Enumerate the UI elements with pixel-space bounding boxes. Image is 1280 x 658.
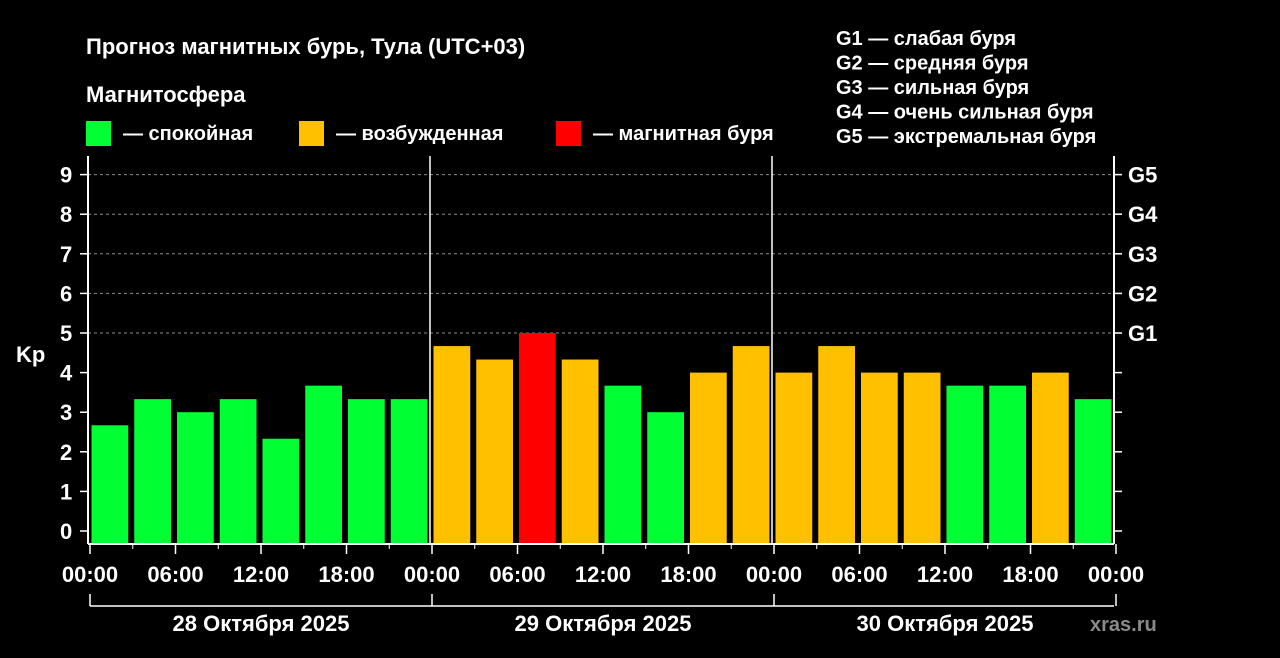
x-tick-label: 00:00 [746, 562, 802, 587]
y-tick-label: 3 [60, 400, 72, 425]
y-tick-label: 0 [60, 519, 72, 544]
x-tick-label: 00:00 [62, 562, 118, 587]
bars [91, 333, 1112, 544]
bar [818, 346, 855, 544]
g-legend-item: G2 — средняя буря [836, 53, 1029, 75]
day-labels: 28 Октября 2025 29 Октября 2025 30 Октября… [89, 594, 1117, 636]
bar [262, 438, 300, 544]
x-tick-label: 00:00 [404, 562, 460, 587]
legend-label-excited: — возбужденная [336, 123, 503, 145]
g-tick-label: G5 [1128, 163, 1157, 188]
legend-label-calm: — спокойная [123, 123, 253, 145]
y-tick-label: 6 [60, 281, 72, 306]
bar [690, 372, 727, 544]
bar [433, 346, 471, 544]
bar [91, 425, 129, 544]
bar [390, 399, 428, 544]
day-label: 30 Октября 2025 [857, 611, 1034, 636]
x-tick-label: 06:00 [831, 562, 887, 587]
legend-title: Магнитосфера [86, 82, 246, 107]
y-axis-label: Kp [16, 342, 45, 367]
bar [561, 359, 599, 544]
day-label: 28 Октября 2025 [173, 611, 350, 636]
g-tick-label: G1 [1128, 321, 1157, 346]
y-tick-label: 7 [60, 242, 72, 267]
y-axis-ticks: 0 1 2 3 4 5 6 7 8 9 [60, 163, 88, 544]
watermark: xras.ru [1090, 614, 1157, 636]
y-tick-label: 9 [60, 163, 72, 188]
g-tick-label: G4 [1128, 202, 1158, 227]
y-tick-label: 8 [60, 202, 72, 227]
bar [134, 399, 171, 544]
g-tick-label: G2 [1128, 281, 1157, 306]
bar [219, 399, 257, 544]
axes [87, 156, 1115, 545]
bar [519, 333, 556, 544]
y-tick-label: 2 [60, 440, 72, 465]
g-legend-item: G4 — очень сильная буря [836, 102, 1094, 124]
chart-title: Прогноз магнитных бурь, Тула (UTC+03) [86, 34, 525, 59]
x-tick-label: 18:00 [318, 562, 374, 587]
legend-swatch-storm [556, 121, 581, 146]
bar [903, 372, 941, 544]
y-tick-label: 5 [60, 321, 72, 346]
g-axis-ticks: G1 G2 G3 G4 G5 [1114, 163, 1158, 532]
bar [476, 359, 513, 544]
g-legend-item: G1 — слабая буря [836, 28, 1016, 50]
bar [177, 412, 214, 544]
x-axis-ticks: 00:00 06:00 12:00 18:00 00:00 06:00 12:00 18:00… [62, 544, 1144, 587]
g-legend-item: G5 — экстремальная буря [836, 126, 1096, 148]
color-legend: — спокойная — возбужденная — магнитная бур… [86, 121, 774, 146]
bar [647, 412, 684, 544]
x-tick-label: 12:00 [917, 562, 973, 587]
bar [989, 385, 1026, 544]
g-legend-item: G3 — сильная буря [836, 77, 1029, 99]
legend-label-storm: — магнитная буря [593, 123, 774, 145]
legend-swatch-calm [86, 121, 111, 146]
x-tick-label: 12:00 [233, 562, 289, 587]
x-tick-label: 18:00 [1002, 562, 1058, 587]
bar [1032, 372, 1069, 544]
y-tick-label: 4 [60, 361, 73, 386]
bar [732, 346, 770, 544]
bar [775, 372, 813, 544]
bar [604, 385, 642, 544]
x-tick-label: 06:00 [147, 562, 203, 587]
bar [1074, 399, 1112, 544]
day-label: 29 Октября 2025 [515, 611, 692, 636]
x-tick-label: 06:00 [489, 562, 545, 587]
legend-swatch-excited [299, 121, 324, 146]
bar [305, 385, 342, 544]
x-tick-label: 18:00 [660, 562, 716, 587]
bar [861, 372, 898, 544]
y-tick-label: 1 [60, 479, 72, 504]
bar [946, 385, 984, 544]
x-tick-label: 00:00 [1088, 562, 1144, 587]
bar [348, 399, 385, 544]
grid-lines [88, 174, 1114, 334]
x-tick-label: 12:00 [575, 562, 631, 587]
g-tick-label: G3 [1128, 242, 1157, 267]
